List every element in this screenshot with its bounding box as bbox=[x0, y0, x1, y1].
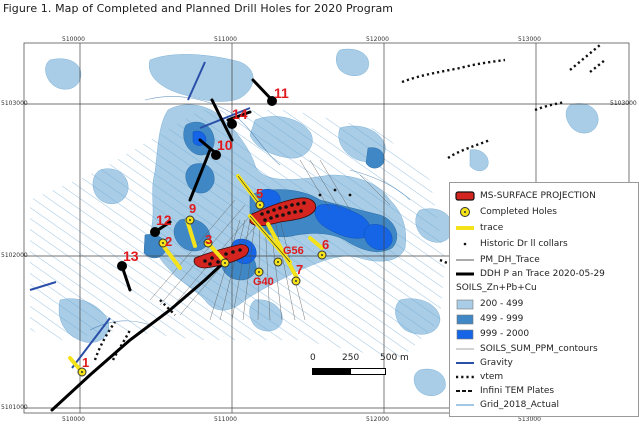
legend-label: Historic Dr ll collars bbox=[480, 239, 568, 249]
hole-label-13[interactable]: 13 bbox=[123, 248, 139, 264]
completed-hole-centers bbox=[81, 204, 323, 373]
red-box-icon bbox=[455, 191, 475, 201]
hole-label-7[interactable]: 7 bbox=[296, 262, 304, 277]
legend-item-trace: trace bbox=[454, 221, 503, 235]
legend-item-soil-low: 200 - 499 bbox=[454, 297, 523, 311]
legend-label: MS-SURFACE PROJECTION bbox=[480, 191, 596, 201]
scale-label-500: 500 m bbox=[380, 353, 409, 363]
grid-label-bottom-2: 511000 bbox=[214, 416, 237, 423]
grid-label-left-3: 5101000 bbox=[1, 404, 28, 411]
scale-bar-black bbox=[312, 368, 350, 375]
legend-item-historic-collars: Historic Dr ll collars bbox=[454, 237, 568, 251]
hole-label-2[interactable]: 2 bbox=[165, 234, 173, 249]
legend-item-contours: SOILS_SUM_PPM_contours bbox=[454, 342, 598, 356]
hole-label-9[interactable]: 9 bbox=[189, 201, 197, 216]
hole-label-1[interactable]: 1 bbox=[82, 355, 90, 370]
scale-bar: 0 250 500 m bbox=[310, 353, 430, 383]
yellow-circle-icon bbox=[460, 207, 470, 217]
legend-item-gravity: Gravity bbox=[454, 356, 513, 370]
grid-label-right-1: 5103000 bbox=[610, 100, 637, 107]
legend-item-soil-mid: 499 - 999 bbox=[454, 312, 523, 326]
thick-line-icon bbox=[456, 272, 474, 276]
legend-label: DDH P an Trace 2020-05-29 bbox=[480, 269, 605, 279]
legend-label: 499 - 999 bbox=[480, 314, 524, 324]
planned-hole-collars bbox=[117, 96, 277, 271]
legend-item-grid-2018: Grid_2018_Actual bbox=[454, 398, 559, 412]
legend-soils-heading: SOILS_Zn+Pb+Cu bbox=[456, 283, 537, 293]
planned-traces bbox=[50, 78, 274, 412]
figure-title: Figure 1. Map of Completed and Planned D… bbox=[3, 2, 394, 15]
yellow-line-icon bbox=[456, 226, 474, 230]
soil-high-swatch bbox=[456, 329, 474, 339]
gravity-lines bbox=[29, 61, 251, 369]
map-legend: MS-SURFACE PROJECTION Completed Holes tr… bbox=[449, 182, 639, 417]
legend-label: PM_DH_Trace bbox=[480, 255, 540, 265]
grid-label-left-2: 5102000 bbox=[1, 252, 28, 259]
scale-label-250: 250 bbox=[342, 353, 360, 363]
legend-item-pm-dh-trace: PM_DH_Trace bbox=[454, 253, 540, 267]
grid-label-top-3: 512000 bbox=[366, 36, 389, 43]
legend-label: Completed Holes bbox=[480, 207, 557, 217]
soil-low-swatch bbox=[456, 299, 474, 309]
grid-label-bottom-4: 513000 bbox=[518, 416, 541, 423]
legend-label: Infini TEM Plates bbox=[480, 386, 555, 396]
legend-label: Grid_2018_Actual bbox=[480, 400, 559, 410]
grid-label-top-2: 511000 bbox=[214, 36, 237, 43]
completed-traces-outline bbox=[237, 175, 291, 263]
hole-label-6[interactable]: 6 bbox=[322, 237, 330, 252]
thin-line-icon bbox=[456, 259, 474, 261]
contour-line-icon bbox=[456, 348, 474, 350]
legend-label: 200 - 499 bbox=[480, 299, 524, 309]
legend-label: Gravity bbox=[480, 358, 513, 368]
dashed-line-icon bbox=[456, 390, 474, 392]
hole-label-11[interactable]: 11 bbox=[274, 85, 289, 101]
soil-mid-swatch bbox=[456, 314, 474, 324]
historic-collars bbox=[203, 188, 352, 266]
hole-label-5[interactable]: 5 bbox=[256, 186, 264, 201]
grid-label-top-4: 513000 bbox=[518, 36, 541, 43]
legend-label: trace bbox=[480, 223, 504, 233]
legend-item-soil-high: 999 - 2000 bbox=[454, 327, 529, 341]
light-blue-line-icon bbox=[456, 404, 474, 406]
grid-label-top-1: 510000 bbox=[62, 36, 85, 43]
blue-line-icon bbox=[456, 362, 474, 364]
vtem-lines bbox=[93, 44, 606, 361]
dotted-line-icon bbox=[456, 375, 474, 379]
legend-label: vtem bbox=[480, 372, 504, 382]
legend-item-ms-surface: MS-SURFACE PROJECTION bbox=[454, 189, 596, 203]
hole-label-3[interactable]: 3 bbox=[205, 232, 213, 247]
legend-label: 999 - 2000 bbox=[480, 329, 530, 339]
grid-label-bottom-3: 512000 bbox=[366, 416, 389, 423]
hole-label-10[interactable]: 10 bbox=[217, 137, 233, 153]
legend-label: SOILS_SUM_PPM_contours bbox=[480, 344, 598, 354]
hole-label-g40[interactable]: G40 bbox=[253, 276, 274, 288]
scale-bar-white bbox=[350, 368, 386, 375]
legend-item-infinitem: Infini TEM Plates bbox=[454, 384, 554, 398]
hole-label-g56[interactable]: G56 bbox=[283, 245, 304, 257]
scale-label-0: 0 bbox=[310, 353, 316, 363]
dot-icon bbox=[463, 242, 467, 246]
legend-item-ddh-plan: DDH P an Trace 2020-05-29 bbox=[454, 267, 605, 281]
grid-label-bottom-1: 510000 bbox=[62, 416, 85, 423]
grid-label-left-1: 5103000 bbox=[1, 100, 28, 107]
hole-label-12[interactable]: 12 bbox=[156, 212, 172, 228]
grid-2018-hatch bbox=[30, 110, 445, 360]
soil-contours bbox=[89, 96, 411, 331]
hole-label-14[interactable]: 14 bbox=[232, 106, 248, 122]
legend-item-completed-holes: Completed Holes bbox=[454, 205, 557, 219]
legend-item-vtem: vtem bbox=[454, 370, 503, 384]
